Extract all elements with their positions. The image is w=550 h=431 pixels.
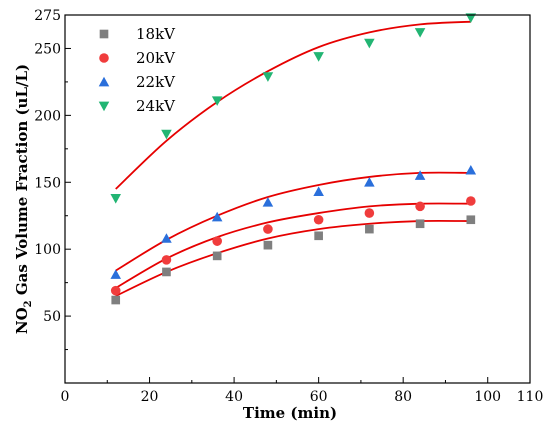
x-tick-label: 100 [474, 389, 501, 405]
data-point-20kv [466, 196, 476, 206]
y-axis-title-subscript: 2 [23, 300, 34, 307]
x-axis-title: Time (min) [243, 404, 337, 422]
data-point-24kv [110, 194, 122, 204]
legend-marker-18kv [99, 29, 109, 39]
x-tick-label: 80 [394, 389, 412, 405]
data-point-20kv [313, 214, 324, 225]
y-tick-label: 275 [34, 8, 61, 24]
legend-label-20kv: 20kV [136, 49, 176, 67]
y-tick-label: 250 [34, 41, 61, 57]
legend-marker-22kv [98, 76, 110, 87]
data-point-24kv [414, 28, 426, 38]
axes [64, 14, 531, 384]
x-tick-label: 60 [310, 389, 328, 405]
fit-curve-20kv [115, 202, 471, 289]
data-point-18kv [466, 215, 476, 225]
data-point-22kv [211, 211, 223, 222]
y-tick-label: 150 [34, 175, 61, 191]
legend-label-18kv: 18kV [136, 25, 176, 43]
y-tick-label: 100 [34, 242, 61, 258]
data-point-20kv [364, 208, 375, 218]
data-point-18kv [263, 240, 273, 250]
data-point-24kv [364, 38, 375, 49]
data-point-18kv [415, 219, 425, 229]
legend-label-22kv: 22kV [136, 73, 176, 91]
data-point-24kv [161, 129, 172, 140]
legend-marker-20kv [99, 53, 109, 63]
data-point-22kv [414, 170, 426, 180]
y-axis-title: NO2 Gas Volume Fraction (uL/L) [13, 64, 34, 334]
data-point-22kv [161, 233, 172, 243]
data-point-18kv [111, 295, 121, 305]
y-tick-label: 200 [34, 108, 61, 124]
legend: 18kV 20kV 22kV 24kV [98, 25, 176, 115]
y-ticks: 50 100 150 200 250 275 [34, 8, 71, 351]
fit-curve-24kv [115, 20, 471, 190]
data-point-22kv [313, 186, 324, 196]
data-point-18kv [162, 267, 171, 277]
legend-label-24kv: 24kV [136, 97, 176, 115]
x-tick-label: 110 [517, 389, 544, 405]
data-point-24kv [211, 96, 223, 106]
data-point-20kv [263, 224, 273, 234]
x-tick-label: 0 [61, 389, 70, 405]
data-point-20kv [110, 285, 121, 296]
y-axis-title-rest: Gas Volume Fraction (uL/L) [13, 64, 31, 301]
x-ticks: 0 20 40 60 80 100 110 [61, 377, 544, 405]
x-tick-label: 40 [225, 389, 243, 405]
data-point-24kv [262, 72, 274, 82]
data-point-24kv [313, 52, 324, 62]
fit-curve-22kv [115, 171, 471, 272]
plot-frame [64, 14, 531, 384]
x-tick-label: 20 [141, 389, 159, 405]
data-point-22kv [262, 197, 274, 207]
data-point-22kv [110, 269, 122, 279]
legend-marker-24kv [98, 101, 110, 112]
data-point-18kv [212, 251, 222, 261]
data-point-20kv [415, 201, 425, 212]
data-point-20kv [212, 236, 222, 246]
y-tick-label: 50 [43, 309, 61, 325]
data-markers [110, 13, 477, 305]
y-axis-title-main: NO [13, 307, 31, 334]
data-point-22kv [465, 164, 477, 175]
data-point-22kv [364, 176, 375, 187]
data-point-18kv [314, 231, 323, 241]
data-point-20kv [161, 255, 172, 265]
data-point-24kv [465, 13, 477, 23]
data-point-18kv [365, 224, 374, 234]
